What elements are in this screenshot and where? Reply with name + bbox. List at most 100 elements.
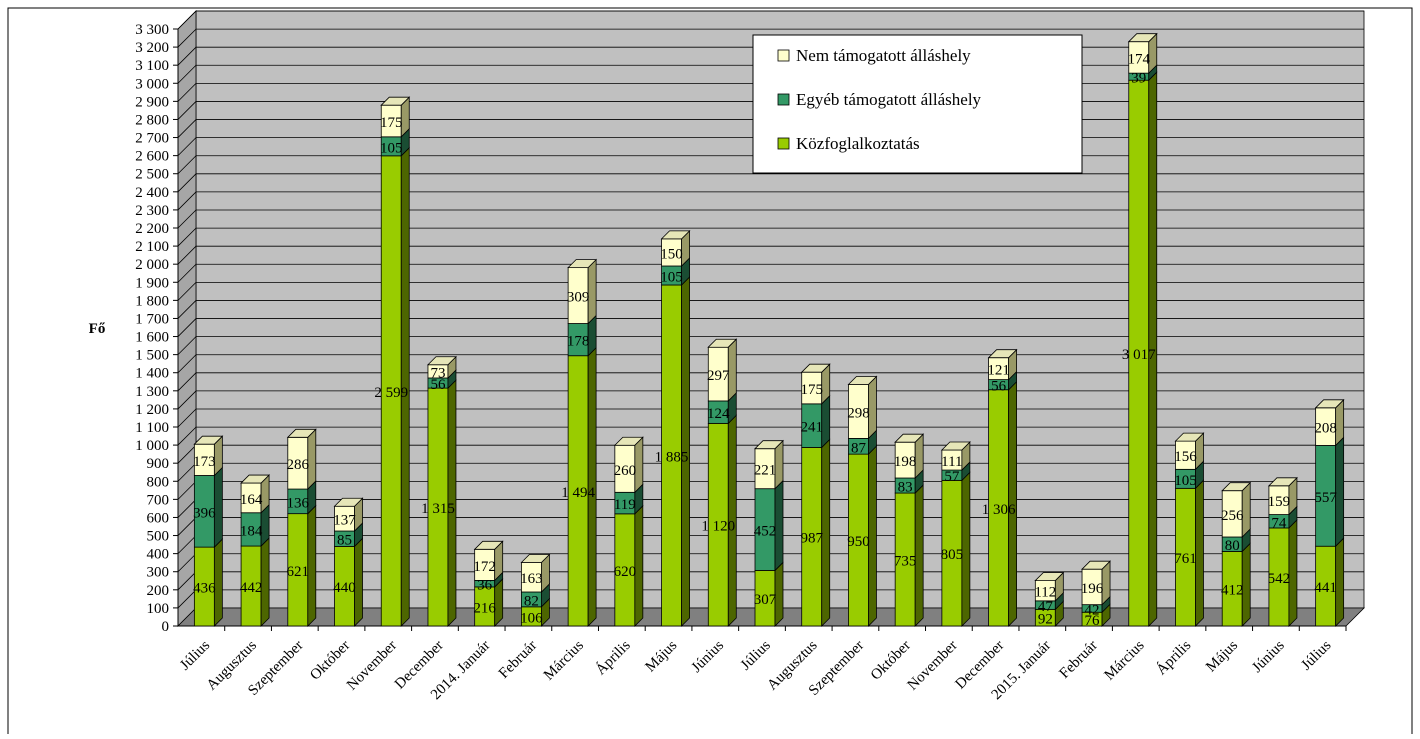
data-label: 36: [477, 578, 493, 594]
y-tick-label: 1 300: [135, 384, 169, 400]
gridline: [177, 408, 1364, 428]
bar-top-cap: [1174, 432, 1205, 442]
data-label: 175: [800, 382, 823, 398]
y-tick-label: 2 700: [135, 131, 169, 147]
data-label: 2 599: [374, 385, 408, 401]
gridline: [177, 227, 1364, 247]
bar-top-cap: [754, 440, 784, 450]
y-tick-label: 300: [147, 565, 170, 581]
chart-side-wall: [177, 10, 197, 627]
data-label: 175: [380, 115, 403, 131]
data-label: 542: [1268, 571, 1291, 587]
data-label: 39: [1131, 71, 1146, 87]
data-label: 42: [1085, 602, 1100, 618]
data-label: 297: [707, 368, 730, 384]
y-tick-label: 3 200: [135, 40, 169, 56]
x-tick-label: Június: [1249, 637, 1288, 676]
data-label: 621: [287, 564, 310, 580]
data-label: 805: [941, 547, 964, 563]
x-tick-label: Június: [689, 637, 728, 676]
data-label: 3 017: [1122, 347, 1156, 363]
y-tick-label: 1 900: [135, 275, 169, 291]
gridline: [177, 245, 1364, 265]
y-tick-label: 1 600: [135, 330, 169, 346]
data-label: 57: [944, 469, 960, 485]
legend-label: Egyéb támogatott álláshely: [796, 90, 982, 109]
bar-top-cap: [847, 376, 878, 385]
y-tick-label: 2 000: [135, 257, 169, 273]
gridline: [177, 300, 1364, 319]
data-label: 47: [1038, 599, 1054, 615]
bar-top-cap: [940, 441, 971, 451]
data-label: 1 885: [655, 449, 689, 465]
bar-top-cap: [1034, 572, 1065, 581]
y-tick-label: 2 900: [135, 94, 169, 110]
data-label: 1 306: [982, 502, 1016, 518]
data-label: 442: [240, 580, 263, 596]
x-tick-label: Február: [1057, 638, 1101, 682]
y-tick-label: 200: [147, 583, 170, 599]
data-label: 111: [941, 454, 962, 470]
y-tick-label: 2 200: [135, 221, 169, 237]
bar-top-cap: [1127, 33, 1158, 43]
data-label: 92: [1038, 612, 1053, 628]
x-tick-label: Július: [177, 637, 213, 673]
data-label: 163: [520, 571, 543, 587]
bar-top-cap: [1314, 399, 1345, 409]
data-label: 150: [660, 246, 683, 262]
legend-label: Közfoglalkoztatás: [796, 134, 920, 153]
data-label: 309: [567, 290, 590, 306]
data-label: 307: [754, 592, 777, 608]
x-tick-label: Október: [868, 638, 914, 684]
bar-top-cap: [286, 428, 317, 438]
y-tick-label: 900: [147, 456, 170, 472]
x-tick-label: Október: [307, 638, 353, 684]
gridline: [177, 336, 1364, 355]
y-tick-label: 1 400: [135, 366, 169, 382]
y-tick-label: 3 100: [135, 58, 169, 74]
data-label: 260: [614, 463, 637, 479]
data-label: 124: [707, 406, 730, 422]
data-label: 121: [987, 363, 1010, 379]
data-label: 106: [520, 610, 543, 626]
data-label: 174: [1128, 51, 1151, 67]
data-label: 286: [287, 457, 310, 473]
y-tick-label: 400: [147, 547, 170, 563]
x-tick-label: Március: [541, 637, 587, 683]
bar-top-cap: [473, 540, 504, 550]
legend-swatch: [777, 137, 790, 150]
data-label: 56: [430, 377, 446, 393]
data-label: 136: [287, 495, 310, 511]
gridline: [177, 173, 1364, 193]
bar-top-cap: [660, 230, 691, 240]
chart-frame: [7, 7, 1413, 739]
bar-top-cap: [894, 433, 925, 443]
data-label: 1 494: [561, 485, 595, 501]
data-label: 137: [333, 513, 356, 529]
data-label: 105: [380, 140, 403, 156]
gridline: [177, 191, 1364, 211]
data-label: 735: [894, 554, 917, 570]
data-label: 87: [851, 440, 867, 456]
data-label: 452: [754, 524, 777, 540]
y-tick-label: 100: [147, 601, 170, 617]
data-label: 761: [1174, 551, 1197, 567]
data-label: 436: [193, 581, 216, 597]
x-tick-label: November: [344, 638, 400, 694]
y-tick-label: 2 800: [135, 112, 169, 128]
data-label: 82: [524, 593, 539, 609]
data-label: 440: [333, 580, 356, 596]
gridline: [177, 263, 1364, 283]
bar-top-cap: [800, 363, 831, 373]
data-label: 441: [1314, 580, 1337, 596]
data-label: 178: [567, 334, 590, 350]
x-tick-label: Április: [1153, 637, 1195, 679]
y-tick-label: 1 500: [135, 348, 169, 364]
y-tick-label: 1 800: [135, 293, 169, 309]
x-tick-label: Július: [738, 637, 774, 673]
data-label: 1 120: [701, 519, 735, 535]
gridline: [177, 390, 1364, 410]
gridline: [177, 426, 1364, 446]
y-tick-label: 1 700: [135, 311, 169, 327]
